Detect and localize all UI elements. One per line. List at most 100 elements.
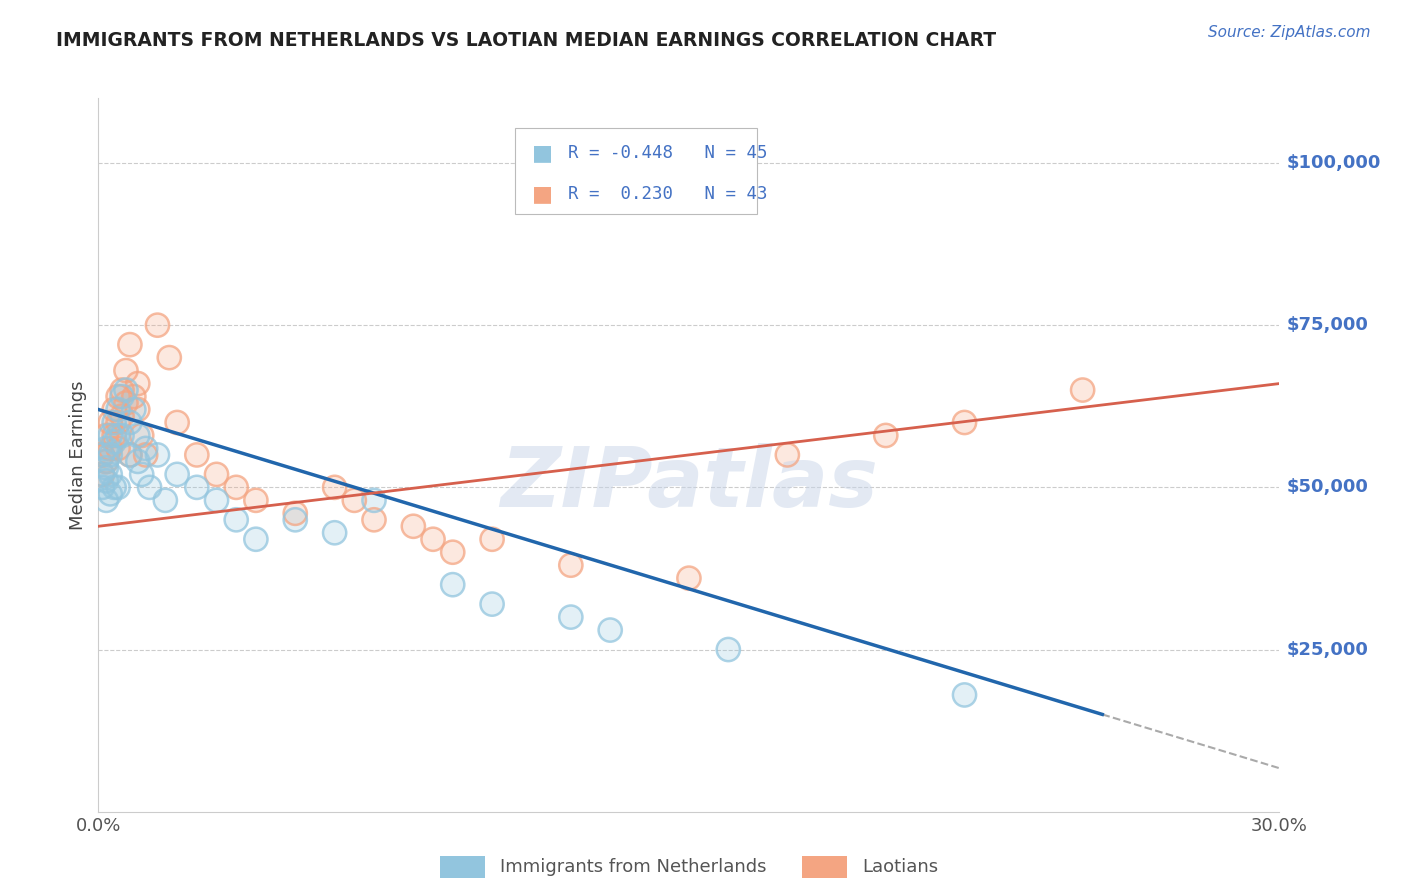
- Point: [91, 467, 114, 482]
- Point: [91, 467, 114, 482]
- Point: [91, 480, 114, 494]
- Text: $25,000: $25,000: [1286, 640, 1368, 658]
- Text: $50,000: $50,000: [1286, 478, 1368, 496]
- Point: [678, 571, 700, 585]
- Point: [122, 390, 145, 404]
- Point: [146, 448, 169, 462]
- Point: [98, 467, 121, 482]
- Point: [284, 513, 307, 527]
- Point: [186, 448, 208, 462]
- Point: [441, 577, 464, 591]
- Point: [560, 610, 582, 624]
- Point: [481, 533, 503, 547]
- Text: ZIPatlas: ZIPatlas: [501, 443, 877, 524]
- Point: [91, 448, 114, 462]
- Point: [91, 480, 114, 494]
- Point: [98, 442, 121, 456]
- Point: [91, 467, 114, 482]
- Point: [127, 454, 149, 468]
- Point: [131, 428, 153, 442]
- Point: [115, 363, 138, 377]
- Point: [96, 474, 118, 488]
- Point: [363, 493, 385, 508]
- Point: [284, 506, 307, 520]
- Point: [103, 416, 125, 430]
- Point: [111, 409, 134, 423]
- Point: [323, 480, 346, 494]
- Point: [678, 571, 700, 585]
- Point: [131, 467, 153, 482]
- Point: [107, 416, 129, 430]
- Text: $100,000: $100,000: [1286, 154, 1381, 172]
- Point: [441, 577, 464, 591]
- Point: [127, 454, 149, 468]
- Point: [205, 467, 228, 482]
- Point: [96, 442, 118, 456]
- Point: [98, 467, 121, 482]
- Point: [363, 493, 385, 508]
- Point: [107, 390, 129, 404]
- Point: [127, 428, 149, 442]
- Point: [103, 480, 125, 494]
- Point: [107, 442, 129, 456]
- Point: [91, 448, 114, 462]
- Point: [402, 519, 425, 533]
- Point: [323, 525, 346, 540]
- Point: [103, 428, 125, 442]
- Point: [103, 428, 125, 442]
- Point: [103, 416, 125, 430]
- Point: [186, 480, 208, 494]
- Point: [96, 493, 118, 508]
- Point: [118, 337, 141, 351]
- Point: [481, 533, 503, 547]
- Point: [186, 448, 208, 462]
- Point: [245, 493, 267, 508]
- Point: [953, 416, 976, 430]
- Point: [122, 402, 145, 417]
- Text: R =  0.230   N = 43: R = 0.230 N = 43: [568, 186, 768, 203]
- Point: [96, 461, 118, 475]
- Point: [323, 525, 346, 540]
- Point: [166, 416, 188, 430]
- Point: [98, 442, 121, 456]
- Point: [205, 493, 228, 508]
- Point: [225, 480, 247, 494]
- Point: [107, 480, 129, 494]
- Point: [96, 428, 118, 442]
- Point: [135, 448, 157, 462]
- Point: [96, 454, 118, 468]
- Point: [115, 383, 138, 397]
- Text: ■: ■: [531, 144, 553, 163]
- Point: [205, 467, 228, 482]
- Point: [284, 513, 307, 527]
- Point: [115, 383, 138, 397]
- Point: [98, 487, 121, 501]
- Point: [118, 448, 141, 462]
- Point: [103, 434, 125, 449]
- Point: [323, 480, 346, 494]
- Point: [91, 448, 114, 462]
- Point: [155, 493, 177, 508]
- Point: [953, 688, 976, 702]
- Y-axis label: Median Earnings: Median Earnings: [69, 380, 87, 530]
- Legend: Immigrants from Netherlands, Laotians: Immigrants from Netherlands, Laotians: [433, 848, 945, 885]
- Point: [115, 396, 138, 410]
- Point: [127, 376, 149, 391]
- Point: [422, 533, 444, 547]
- Point: [343, 493, 366, 508]
- Point: [103, 480, 125, 494]
- Point: [225, 480, 247, 494]
- Point: [98, 416, 121, 430]
- Text: Source: ZipAtlas.com: Source: ZipAtlas.com: [1208, 25, 1371, 40]
- Point: [186, 480, 208, 494]
- Point: [155, 493, 177, 508]
- Point: [118, 416, 141, 430]
- Point: [115, 363, 138, 377]
- Point: [284, 506, 307, 520]
- Point: [98, 487, 121, 501]
- Point: [138, 480, 160, 494]
- Point: [98, 448, 121, 462]
- Point: [135, 448, 157, 462]
- Point: [107, 480, 129, 494]
- Point: [127, 402, 149, 417]
